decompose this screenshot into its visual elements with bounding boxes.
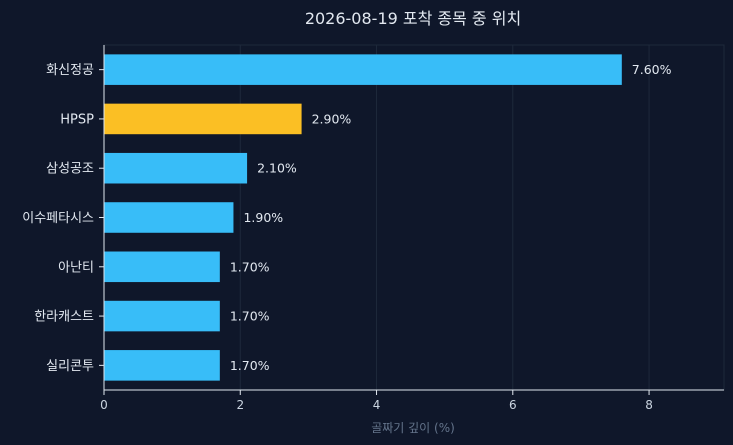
grid-lines xyxy=(239,45,650,390)
bar-1 xyxy=(104,103,302,135)
x-tick-label-3: 6 xyxy=(509,398,517,412)
value-label-3: 1.90% xyxy=(243,210,283,225)
category-label-0: 화신정공 xyxy=(46,63,94,78)
bar-5 xyxy=(104,300,220,332)
x-tick-label-2: 4 xyxy=(373,398,381,412)
bar-3 xyxy=(104,202,234,233)
category-label-1: HPSP xyxy=(60,112,94,127)
value-label-4: 1.70% xyxy=(230,259,270,274)
chart-title: 2026-08-19 포착 종목 중 위치 xyxy=(305,9,521,28)
value-label-2: 2.10% xyxy=(257,161,297,176)
bar-4 xyxy=(104,251,220,283)
category-label-5: 한라캐스트 xyxy=(34,310,94,325)
value-label-0: 7.60% xyxy=(632,62,672,77)
category-label-6: 실리콘투 xyxy=(46,359,94,374)
value-labels: 7.60% 2.90% 2.10% 1.90% 1.70% 1.70% 1.70% xyxy=(230,62,672,373)
x-tick-label-0: 0 xyxy=(100,398,108,412)
bars xyxy=(104,54,622,381)
bar-0 xyxy=(104,54,622,85)
category-label-3: 이수페타시스 xyxy=(22,211,94,226)
x-tick-label-1: 2 xyxy=(236,398,244,412)
bar-6 xyxy=(104,350,220,381)
category-label-2: 삼성공조 xyxy=(46,162,94,177)
x-ticks: 0 2 4 6 8 xyxy=(100,390,653,412)
value-label-1: 2.90% xyxy=(312,111,352,126)
value-label-6: 1.70% xyxy=(230,358,270,373)
category-label-4: 아난티 xyxy=(58,260,94,275)
bar-2 xyxy=(104,152,248,184)
x-tick-label-4: 8 xyxy=(645,398,653,412)
x-axis-title: 골짜기 깊이 (%) xyxy=(371,421,455,435)
value-label-5: 1.70% xyxy=(230,309,270,324)
